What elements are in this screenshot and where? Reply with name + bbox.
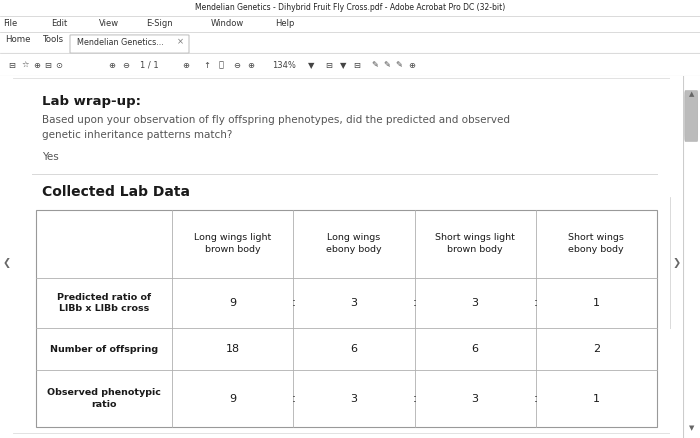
Text: Based upon your observation of fly offspring phenotypes, did the predicted and o: Based upon your observation of fly offsp… xyxy=(42,115,510,140)
Text: ⊕: ⊕ xyxy=(182,61,189,70)
Text: 9: 9 xyxy=(230,298,237,308)
FancyBboxPatch shape xyxy=(70,35,189,53)
FancyBboxPatch shape xyxy=(685,91,698,141)
Text: Short wings light
brown body: Short wings light brown body xyxy=(435,233,515,254)
Text: E-Sign: E-Sign xyxy=(146,19,173,28)
Text: ⊟: ⊟ xyxy=(44,61,51,70)
Text: 134%: 134% xyxy=(272,61,295,70)
Text: Predicted ratio of
LlBb x LlBb cross: Predicted ratio of LlBb x LlBb cross xyxy=(57,293,151,313)
Text: 1 / 1: 1 / 1 xyxy=(140,61,159,70)
Text: ⊖: ⊖ xyxy=(233,61,240,70)
Text: ❮: ❮ xyxy=(2,258,10,268)
Text: ⊕: ⊕ xyxy=(108,61,116,70)
Text: 3: 3 xyxy=(351,394,358,404)
Text: ⊕: ⊕ xyxy=(408,61,415,70)
Text: ⊖: ⊖ xyxy=(122,61,130,70)
Text: Yes: Yes xyxy=(42,152,59,162)
Text: Observed phenotypic
ratio: Observed phenotypic ratio xyxy=(47,389,161,409)
Text: ☆: ☆ xyxy=(21,61,29,70)
Text: ✎: ✎ xyxy=(371,61,378,70)
Text: File: File xyxy=(4,19,18,28)
Text: :: : xyxy=(412,392,416,405)
Text: Edit: Edit xyxy=(51,19,67,28)
Text: :: : xyxy=(291,392,295,405)
Text: ✋: ✋ xyxy=(218,61,223,70)
Text: :: : xyxy=(291,297,295,309)
Text: :: : xyxy=(533,297,538,309)
Text: ⊟: ⊟ xyxy=(8,61,15,70)
Text: Tools: Tools xyxy=(43,35,64,44)
Text: ⊕: ⊕ xyxy=(247,61,254,70)
Text: 3: 3 xyxy=(472,394,479,404)
Text: ✎: ✎ xyxy=(384,61,391,70)
Text: 3: 3 xyxy=(351,298,358,308)
Text: Short wings
ebony body: Short wings ebony body xyxy=(568,233,624,254)
Text: 1: 1 xyxy=(593,298,600,308)
Text: Home: Home xyxy=(6,35,31,44)
Text: :: : xyxy=(533,392,538,405)
Text: ×: × xyxy=(176,38,183,46)
Text: Number of offspring: Number of offspring xyxy=(50,345,158,354)
Text: 9: 9 xyxy=(230,394,237,404)
Text: Long wings
ebony body: Long wings ebony body xyxy=(326,233,382,254)
Text: Help: Help xyxy=(275,19,295,28)
Text: 1: 1 xyxy=(593,394,600,404)
Text: ▲: ▲ xyxy=(689,91,694,97)
Text: 6: 6 xyxy=(472,344,479,354)
Text: 6: 6 xyxy=(351,344,358,354)
Text: Long wings light
brown body: Long wings light brown body xyxy=(194,233,272,254)
Text: ⊟: ⊟ xyxy=(326,61,332,70)
Text: 2: 2 xyxy=(593,344,600,354)
Bar xyxy=(36,210,657,427)
Text: ▼: ▼ xyxy=(689,425,694,431)
Text: ⊕: ⊕ xyxy=(34,61,41,70)
Text: ▼: ▼ xyxy=(308,61,314,70)
Text: 18: 18 xyxy=(226,344,240,354)
Text: Mendelian Genetics - Dihybrid Fruit Fly Cross.pdf - Adobe Acrobat Pro DC (32-bit: Mendelian Genetics - Dihybrid Fruit Fly … xyxy=(195,4,505,12)
Text: Collected Lab Data: Collected Lab Data xyxy=(42,185,190,199)
Text: ✎: ✎ xyxy=(395,61,402,70)
Text: Window: Window xyxy=(211,19,244,28)
Text: View: View xyxy=(99,19,119,28)
Text: 3: 3 xyxy=(472,298,479,308)
Text: ⊟: ⊟ xyxy=(354,61,360,70)
Text: ▼: ▼ xyxy=(340,61,346,70)
Text: ⊙: ⊙ xyxy=(55,61,62,70)
Text: Mendelian Genetics...: Mendelian Genetics... xyxy=(77,38,164,46)
Text: ↑: ↑ xyxy=(203,61,210,70)
Text: ❯: ❯ xyxy=(672,258,680,268)
Text: :: : xyxy=(412,297,416,309)
Text: Lab wrap-up:: Lab wrap-up: xyxy=(42,95,141,108)
